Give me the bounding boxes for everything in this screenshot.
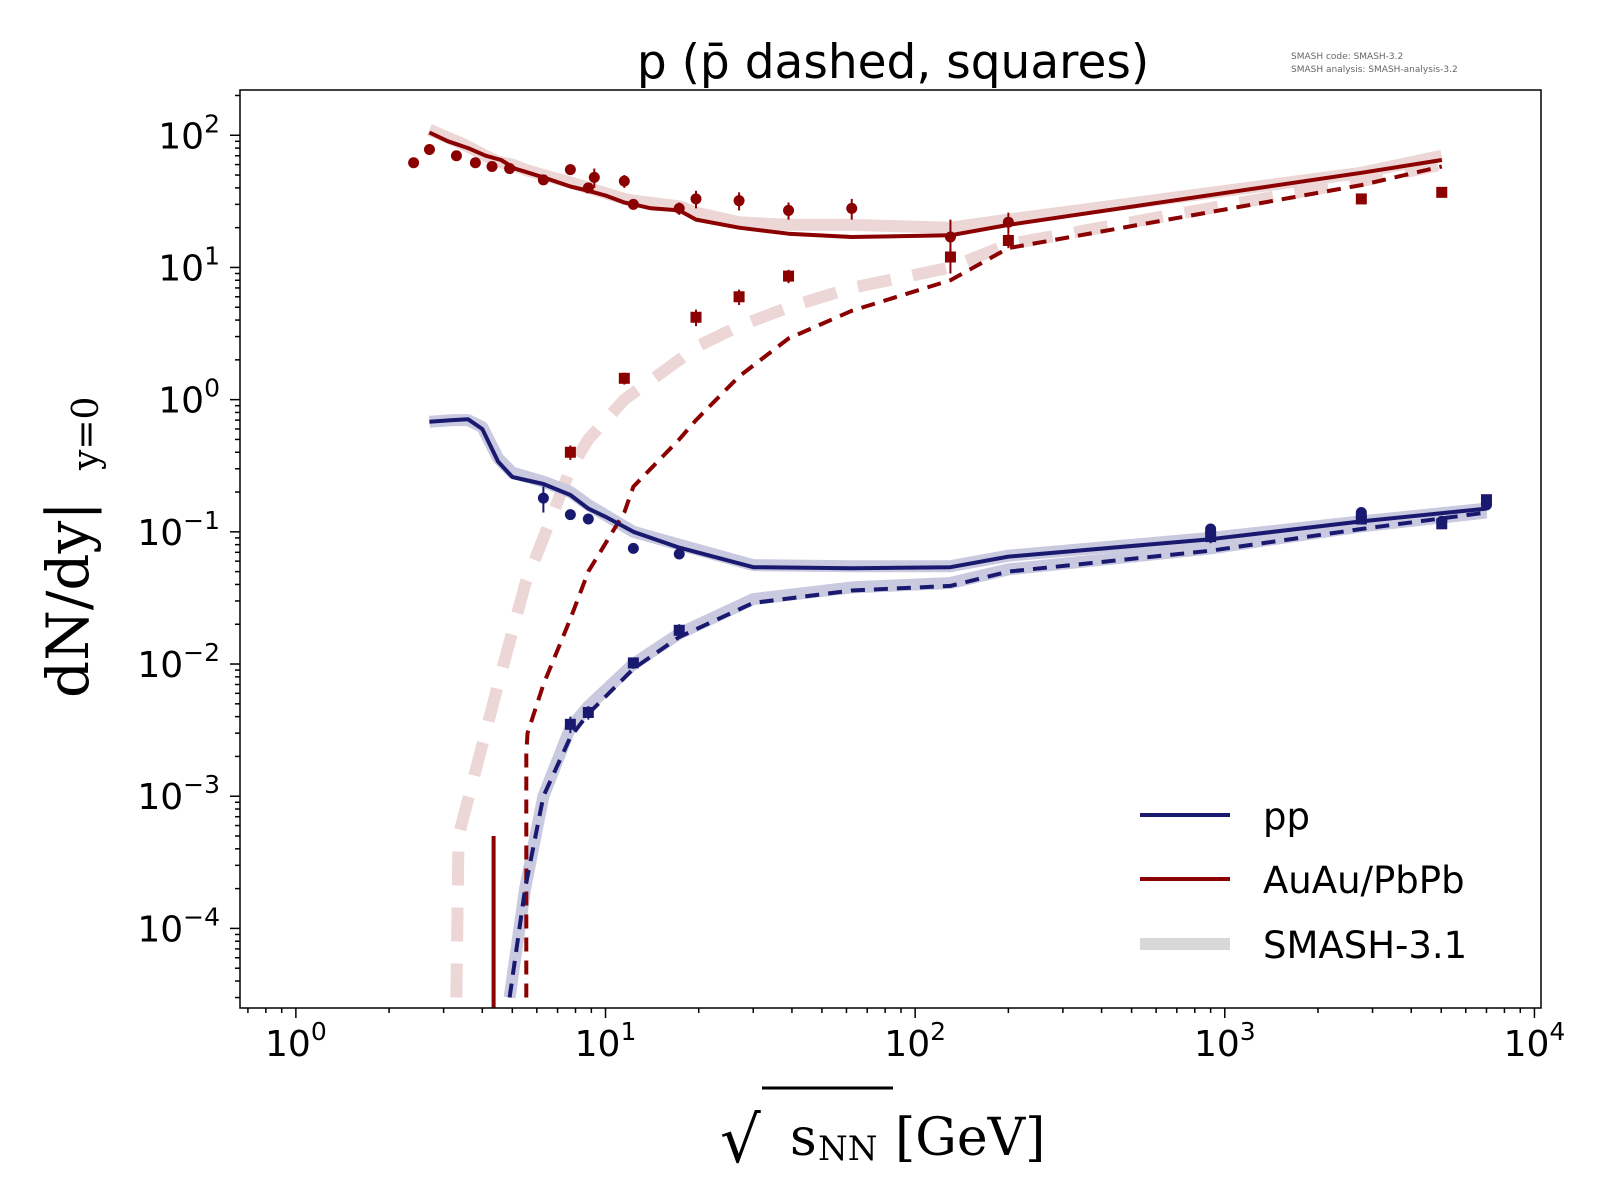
x-tick-label: 101 bbox=[575, 1017, 637, 1065]
data-point-auau-pbpb-p bbox=[618, 175, 630, 187]
y-tick-label: 100 bbox=[158, 374, 220, 422]
data-point-auau-pbpb-pbar bbox=[1436, 186, 1448, 198]
data-point-auau-pbpb-p bbox=[733, 195, 745, 207]
data-point-auau-pbpb-pbar bbox=[783, 270, 795, 282]
data-point-auau-pbpb-pbar bbox=[690, 311, 702, 323]
x-tick-label: 104 bbox=[1504, 1017, 1566, 1065]
legend: pp AuAu/PbPb SMASH-3.1 bbox=[1140, 795, 1467, 967]
series-line-pp_pbar_model bbox=[507, 510, 1487, 998]
data-point-auau-pbpb-p bbox=[1002, 216, 1014, 228]
data-point-pp-p bbox=[673, 548, 685, 560]
x-axis-label-root: √ bbox=[720, 1104, 761, 1178]
x-tick-label: 100 bbox=[265, 1017, 327, 1065]
axis-ticks bbox=[230, 94, 1536, 1018]
data-point-auau-pbpb-pbar bbox=[944, 251, 956, 263]
data-point-pp-pbar bbox=[1480, 494, 1492, 506]
data-point-auau-pbpb-p bbox=[423, 144, 435, 156]
x-axis-label-unit: [GeV] bbox=[895, 1108, 1045, 1168]
data-point-pp-pbar bbox=[1355, 513, 1367, 525]
data-point-auau-pbpb-p bbox=[673, 202, 685, 214]
data-point-pp-pbar bbox=[564, 718, 576, 730]
data-point-pp-pbar bbox=[1436, 518, 1448, 530]
model-lines bbox=[427, 124, 1488, 1008]
data-point-auau-pbpb-p bbox=[588, 171, 600, 183]
data-point-auau-pbpb-pbar bbox=[733, 291, 745, 303]
data-point-auau-pbpb-p bbox=[537, 174, 549, 186]
data-point-auau-pbpb-pbar bbox=[1002, 234, 1014, 246]
y-tick-label: 10−3 bbox=[137, 770, 220, 818]
y-tick-label: 10−4 bbox=[137, 902, 220, 950]
y-tick-label: 10−2 bbox=[137, 638, 220, 686]
x-axis-label: √ s NN [GeV] bbox=[720, 1086, 1045, 1178]
x-tick-label: 103 bbox=[1194, 1017, 1256, 1065]
chart-title: p (p̄ dashed, squares) bbox=[637, 35, 1149, 90]
tick-labels: 100 101 102 103 104 102 101 100 10−1 10−2 10−3 10−4 bbox=[137, 109, 1565, 1065]
legend-label-smash: SMASH-3.1 bbox=[1263, 924, 1467, 967]
data-point-pp-pbar bbox=[673, 624, 685, 636]
legend-label-aa: AuAu/PbPb bbox=[1263, 859, 1465, 902]
y-axis-label: dN/dy| y=0 bbox=[34, 397, 107, 698]
series-line-aa_p_model bbox=[428, 130, 1443, 239]
x-axis-label-sub: NN bbox=[818, 1129, 878, 1169]
data-point-pp-p bbox=[537, 492, 549, 504]
y-tick-label: 102 bbox=[158, 109, 220, 157]
series-line-ref_aa_pbar bbox=[450, 158, 1444, 998]
y-tick-label: 101 bbox=[158, 241, 220, 289]
data-point-auau-pbpb-p bbox=[690, 193, 702, 205]
data-point-pp-pbar bbox=[1205, 531, 1217, 543]
y-axis-label-sub: y=0 bbox=[66, 397, 107, 471]
series-line-pp_p_model bbox=[429, 417, 1487, 571]
data-point-pp-p bbox=[627, 542, 639, 554]
legend-label-pp: pp bbox=[1263, 795, 1310, 838]
data-point-pp-p bbox=[564, 509, 576, 521]
data-point-pp-p bbox=[582, 513, 594, 525]
data-point-auau-pbpb-p bbox=[783, 204, 795, 216]
data-point-auau-pbpb-p bbox=[469, 157, 481, 169]
data-point-auau-pbpb-p bbox=[408, 157, 420, 169]
series-line-ref_aa_p bbox=[427, 124, 1444, 234]
data-point-auau-pbpb-p bbox=[564, 164, 576, 176]
annotation-smash-code: SMASH code: SMASH-3.2 bbox=[1291, 52, 1403, 62]
data-point-auau-pbpb-p bbox=[582, 182, 594, 194]
data-point-auau-pbpb-p bbox=[627, 198, 639, 210]
annotation-smash-analysis: SMASH analysis: SMASH-analysis-3.2 bbox=[1291, 65, 1458, 75]
data-point-auau-pbpb-pbar bbox=[564, 446, 576, 458]
data-point-auau-pbpb-p bbox=[486, 161, 498, 173]
x-axis-label-main: s bbox=[790, 1108, 817, 1168]
data-point-pp-pbar bbox=[582, 706, 594, 718]
series-line-aa_pbar_model bbox=[524, 164, 1443, 998]
data-point-auau-pbpb-p bbox=[504, 163, 516, 175]
data-point-auau-pbpb-pbar bbox=[1355, 193, 1367, 205]
y-tick-label: 10−1 bbox=[137, 506, 220, 554]
y-axis-label-main: dN/dy| bbox=[34, 501, 102, 698]
data-point-pp-pbar bbox=[627, 657, 639, 669]
plot-frame bbox=[239, 89, 1542, 1009]
data-point-auau-pbpb-p bbox=[944, 231, 956, 243]
data-markers bbox=[408, 144, 1492, 734]
x-tick-label: 102 bbox=[884, 1017, 946, 1065]
data-point-auau-pbpb-pbar bbox=[618, 372, 630, 384]
data-point-auau-pbpb-p bbox=[450, 150, 462, 162]
data-point-auau-pbpb-p bbox=[846, 202, 858, 214]
